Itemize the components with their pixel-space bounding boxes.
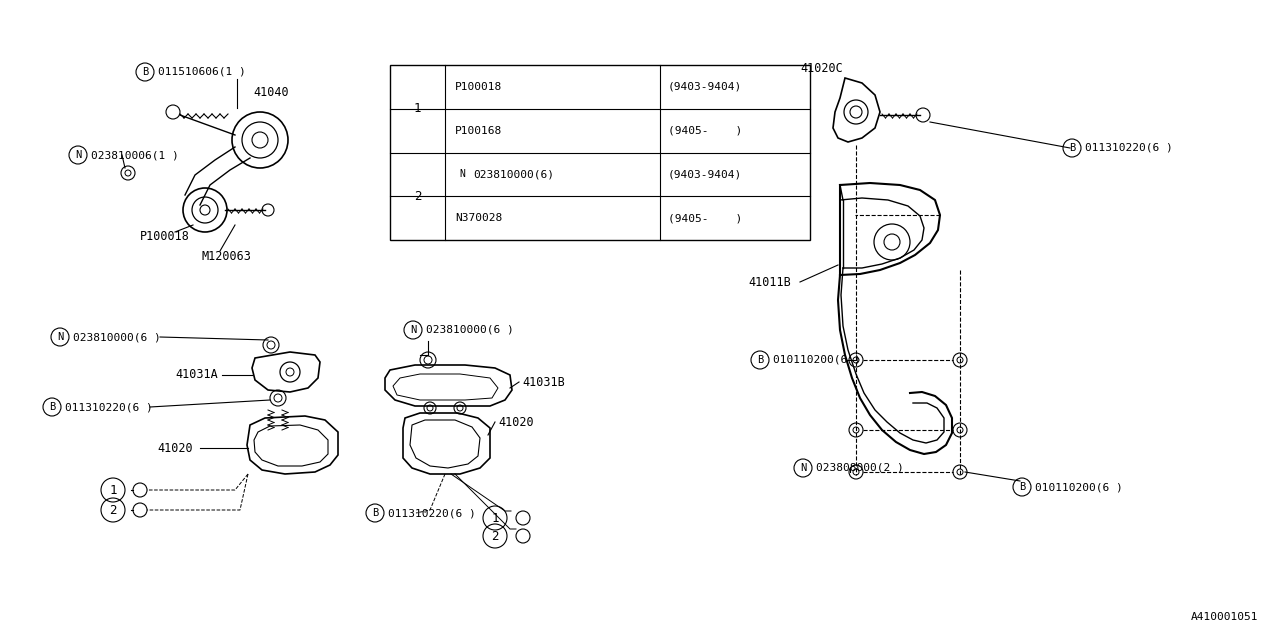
Text: N: N (74, 150, 81, 160)
Text: B: B (756, 355, 763, 365)
Text: 41020: 41020 (157, 442, 192, 454)
Text: B: B (142, 67, 148, 77)
Text: 010110200(6 ): 010110200(6 ) (773, 355, 860, 365)
Text: 2: 2 (413, 189, 421, 203)
Text: 41011B: 41011B (748, 275, 791, 289)
Text: (9403-9404): (9403-9404) (668, 170, 742, 179)
Text: A410001051: A410001051 (1190, 612, 1258, 622)
Text: 023810000(6): 023810000(6) (474, 170, 554, 179)
Text: 011510606(1 ): 011510606(1 ) (157, 67, 246, 77)
Text: 011310220(6 ): 011310220(6 ) (388, 508, 476, 518)
Text: 2: 2 (109, 504, 116, 516)
Text: 010110200(6 ): 010110200(6 ) (1036, 482, 1123, 492)
Text: N: N (460, 170, 465, 179)
Text: B: B (49, 402, 55, 412)
Text: 1: 1 (413, 102, 421, 115)
Text: 41031A: 41031A (175, 369, 218, 381)
Text: (9403-9404): (9403-9404) (668, 82, 742, 92)
Text: 1: 1 (109, 483, 116, 497)
Bar (390, 65, 810, 240)
Text: P100168: P100168 (454, 125, 502, 136)
Text: 023810000(6 ): 023810000(6 ) (426, 325, 513, 335)
Text: 023810006(1 ): 023810006(1 ) (91, 150, 179, 160)
Text: M120063: M120063 (202, 250, 252, 264)
Text: 1: 1 (492, 511, 499, 525)
Text: 41020: 41020 (498, 415, 534, 429)
Text: P100018: P100018 (140, 230, 189, 243)
Text: B: B (1069, 143, 1075, 153)
Text: 41031B: 41031B (522, 376, 564, 388)
Text: N: N (410, 325, 416, 335)
Text: 2: 2 (492, 529, 499, 543)
Text: 011310220(6 ): 011310220(6 ) (1085, 143, 1172, 153)
Text: 011310220(6 ): 011310220(6 ) (65, 402, 152, 412)
Text: B: B (1019, 482, 1025, 492)
Text: B: B (372, 508, 378, 518)
Text: P100018: P100018 (454, 82, 502, 92)
Text: 41040: 41040 (253, 86, 288, 99)
Text: N370028: N370028 (454, 213, 502, 223)
Text: N: N (800, 463, 806, 473)
Text: 41020C: 41020C (800, 61, 842, 74)
Text: (9405-    ): (9405- ) (668, 125, 742, 136)
Text: 023810000(6 ): 023810000(6 ) (73, 332, 161, 342)
Text: (9405-    ): (9405- ) (668, 213, 742, 223)
Text: N: N (56, 332, 63, 342)
Text: 023808000(2 ): 023808000(2 ) (817, 463, 904, 473)
